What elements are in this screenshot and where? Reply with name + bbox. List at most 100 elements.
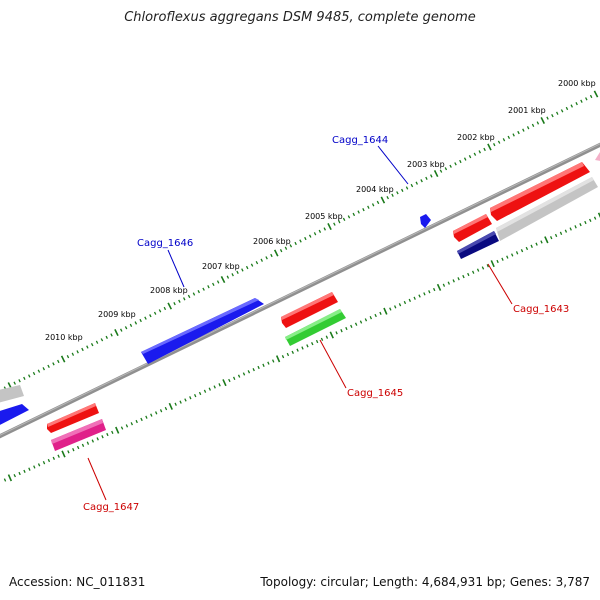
minor-tick: [593, 216, 597, 220]
minor-tick: [410, 183, 414, 188]
minor-tick: [442, 283, 446, 287]
minor-tick: [379, 311, 382, 315]
minor-tick: [359, 320, 363, 324]
minor-tick: [496, 259, 499, 264]
gene-label-cagg-1647[interactable]: Cagg_1647: [83, 502, 139, 513]
minor-tick: [155, 411, 158, 415]
minor-tick: [428, 290, 431, 294]
minor-tick: [472, 270, 475, 274]
gene-cagg-1646[interactable]: [141, 298, 264, 364]
major-tick: [273, 249, 279, 257]
minor-tick: [236, 270, 239, 274]
minor-tick: [281, 355, 285, 359]
minor-tick: [493, 143, 496, 147]
gene-label-cagg-1646[interactable]: Cagg_1646: [137, 238, 193, 249]
minor-tick: [189, 396, 192, 400]
gene-gray-left[interactable]: [0, 385, 24, 405]
gene-pink-edge[interactable]: [595, 152, 600, 162]
minor-tick: [408, 298, 411, 303]
gene-cagg-1645[interactable]: [285, 309, 346, 346]
gene-red-2005[interactable]: [281, 292, 338, 328]
minor-tick: [257, 365, 260, 370]
gene-label-cagg-1645[interactable]: Cagg_1645: [347, 388, 403, 399]
gene-label-cagg-1644[interactable]: Cagg_1644: [332, 135, 388, 146]
gene-red-2001[interactable]: [490, 162, 590, 221]
minor-tick: [396, 191, 399, 195]
minor-tick: [501, 257, 504, 261]
minor-tick: [507, 135, 511, 139]
minor-tick: [570, 104, 573, 108]
scale-label-2007: 2007 kbp: [202, 262, 240, 271]
minor-tick: [120, 328, 123, 332]
minor-tick: [439, 169, 443, 173]
major-tick: [167, 302, 173, 310]
minor-tick: [398, 303, 402, 307]
outer-tick-row: [3, 90, 599, 390]
major-tick: [168, 402, 173, 410]
minor-tick: [486, 264, 489, 268]
minor-tick: [536, 121, 540, 125]
minor-tick: [478, 150, 481, 154]
minor-tick: [585, 97, 588, 101]
major-tick: [61, 450, 66, 458]
minor-tick: [502, 138, 506, 142]
gene-label-cagg-1643[interactable]: Cagg_1643: [513, 304, 569, 315]
minor-tick: [197, 290, 200, 294]
major-tick: [597, 212, 600, 218]
gene-blue-left[interactable]: [0, 404, 29, 430]
gene-gray-right[interactable]: [496, 177, 598, 241]
minor-tick: [247, 370, 251, 374]
minor-tick: [325, 335, 329, 339]
minor-tick: [320, 337, 324, 341]
minor-tick: [213, 385, 216, 389]
minor-tick: [76, 350, 79, 354]
minor-tick: [228, 378, 231, 383]
minor-tick: [208, 387, 211, 391]
minor-tick: [86, 345, 89, 349]
minor-tick: [425, 176, 428, 180]
minor-tick: [511, 253, 514, 257]
minor-tick: [91, 439, 94, 443]
minor-tick: [194, 393, 197, 398]
minor-tick: [241, 268, 244, 272]
minor-tick: [454, 162, 457, 166]
minor-tick: [531, 123, 535, 127]
minor-tick: [340, 329, 343, 333]
minor-tick: [347, 215, 351, 219]
minor-tick: [37, 369, 41, 373]
minor-tick: [449, 164, 452, 168]
minor-tick: [401, 188, 404, 192]
gene-red-2010[interactable]: [47, 403, 99, 433]
major-tick: [490, 260, 495, 268]
gene-red-2003a[interactable]: [453, 214, 492, 242]
accession-label: Accession: NC_011831: [9, 575, 146, 589]
minor-tick: [37, 463, 41, 467]
inner-tick-row: [3, 212, 600, 482]
minor-tick: [463, 157, 467, 161]
minor-tick: [323, 227, 326, 231]
leader-cagg-1643: [487, 263, 513, 305]
scale-label-2010: 2010 kbp: [45, 333, 83, 342]
gene-cagg-1647[interactable]: [51, 419, 106, 451]
minor-tick: [178, 299, 181, 303]
minor-tick: [52, 362, 55, 366]
minor-tick: [405, 186, 409, 190]
minor-tick: [313, 232, 317, 236]
major-tick: [329, 331, 334, 339]
minor-tick: [144, 316, 147, 320]
gene-blue-small[interactable]: [420, 214, 431, 228]
leader-cagg-1644: [377, 145, 409, 185]
minor-tick: [150, 413, 153, 417]
minor-tick: [96, 437, 99, 441]
minor-tick: [311, 342, 314, 346]
minor-tick: [145, 415, 148, 419]
gene-cagg-1643[interactable]: [457, 231, 499, 259]
minor-tick: [81, 443, 85, 447]
minor-tick: [362, 208, 365, 212]
minor-tick: [289, 244, 293, 248]
minor-tick: [159, 409, 163, 413]
minor-tick: [233, 376, 236, 380]
topology-label: Topology: circular; Length: 4,684,931 bp…: [260, 575, 590, 589]
